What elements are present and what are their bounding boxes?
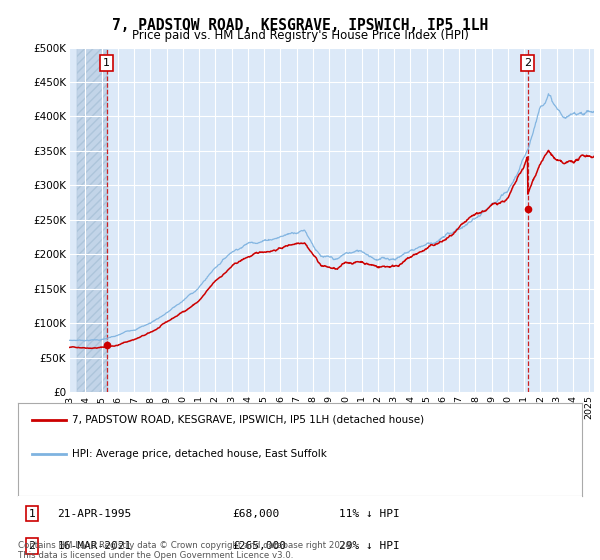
Text: 2: 2 [524,58,531,68]
Text: 1: 1 [29,508,35,519]
Text: 11% ↓ HPI: 11% ↓ HPI [340,508,400,519]
Text: 16-MAR-2021: 16-MAR-2021 [58,541,132,551]
Text: 2: 2 [29,541,35,551]
Text: 1: 1 [103,58,110,68]
Text: 21-APR-1995: 21-APR-1995 [58,508,132,519]
Text: HPI: Average price, detached house, East Suffolk: HPI: Average price, detached house, East… [71,449,326,459]
Text: 7, PADSTOW ROAD, KESGRAVE, IPSWICH, IP5 1LH (detached house): 7, PADSTOW ROAD, KESGRAVE, IPSWICH, IP5 … [71,415,424,425]
Bar [77,48,107,392]
Text: £265,000: £265,000 [232,541,286,551]
Text: Contains HM Land Registry data © Crown copyright and database right 2024.
This d: Contains HM Land Registry data © Crown c… [18,540,353,560]
Text: £68,000: £68,000 [232,508,280,519]
Text: Price paid vs. HM Land Registry's House Price Index (HPI): Price paid vs. HM Land Registry's House … [131,29,469,42]
Bar [77,48,107,392]
Text: 7, PADSTOW ROAD, KESGRAVE, IPSWICH, IP5 1LH: 7, PADSTOW ROAD, KESGRAVE, IPSWICH, IP5 … [112,18,488,33]
Text: 29% ↓ HPI: 29% ↓ HPI [340,541,400,551]
